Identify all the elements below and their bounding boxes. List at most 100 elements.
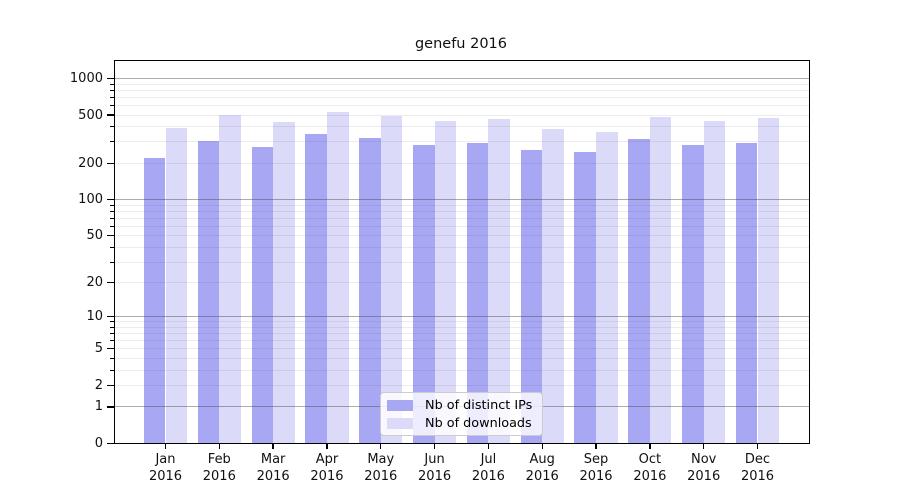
y-minor-tick-mark <box>110 114 114 116</box>
x-tick-label: May 2016 <box>364 452 398 484</box>
y-minor-tick-mark <box>110 141 114 143</box>
x-tick-mark <box>218 443 220 449</box>
y-minor-tick-mark <box>110 348 114 350</box>
bar-distinct-ips <box>574 152 597 444</box>
y-minor-tick-mark <box>110 384 114 386</box>
x-tick-label: Oct 2016 <box>633 452 667 484</box>
y-tick-label: 500 <box>78 107 103 123</box>
legend-swatch-downloads-icon <box>387 417 413 429</box>
bar-distinct-ips <box>412 145 435 444</box>
bar-downloads <box>273 121 295 444</box>
x-tick-mark <box>541 443 543 449</box>
y-gridline-minor <box>113 261 810 263</box>
y-tick-mark <box>107 199 114 201</box>
bar-downloads <box>488 119 510 444</box>
y-gridline-major <box>113 77 810 80</box>
y-minor-tick-mark <box>110 235 114 237</box>
y-gridline-minor <box>113 282 810 284</box>
y-minor-tick-mark <box>110 89 114 91</box>
bar-downloads <box>326 112 349 444</box>
bar-downloads <box>219 115 241 444</box>
x-tick-mark <box>433 443 436 449</box>
bar-distinct-ips <box>682 145 704 444</box>
x-tick-label: Aug 2016 <box>525 452 559 484</box>
x-tick-label: Jun 2016 <box>418 452 452 484</box>
x-tick-label: Feb 2016 <box>202 452 236 484</box>
y-gridline-minor <box>113 89 810 91</box>
y-minor-tick-mark <box>110 162 114 164</box>
y-minor-tick-mark <box>110 126 114 128</box>
legend-label-downloads: Nb of downloads <box>425 415 532 431</box>
y-gridline-minor <box>113 321 810 323</box>
y-minor-tick-mark <box>110 261 114 263</box>
y-tick-label: 5 <box>94 341 103 357</box>
y-gridline-minor <box>113 326 810 328</box>
y-gridline-major <box>113 199 810 201</box>
y-minor-tick-mark <box>110 369 114 371</box>
y-minor-tick-mark <box>110 340 114 342</box>
y-gridline-minor <box>113 357 810 359</box>
bar-downloads <box>165 128 188 444</box>
legend: Nb of distinct IPs Nb of downloads <box>380 392 543 436</box>
x-tick-label: Dec 2016 <box>740 452 775 484</box>
bar-distinct-ips <box>197 141 220 444</box>
bar-downloads <box>542 128 564 444</box>
y-gridline-minor <box>113 141 810 143</box>
y-minor-tick-mark <box>110 104 114 106</box>
y-gridline-minor <box>113 210 810 212</box>
x-tick-mark <box>595 443 597 449</box>
chart-title: genefu 2016 <box>414 36 508 52</box>
bar-downloads <box>380 115 403 444</box>
y-minor-tick-mark <box>110 96 114 98</box>
bar-distinct-ips <box>305 134 327 444</box>
y-tick-mark <box>107 316 114 318</box>
y-minor-tick-mark <box>110 210 114 212</box>
y-gridline-minor <box>113 246 810 248</box>
y-gridline-minor <box>113 162 810 164</box>
bar-distinct-ips <box>359 138 381 444</box>
y-minor-tick-mark <box>110 83 114 85</box>
y-tick-label: 1 <box>94 399 103 415</box>
x-tick-mark <box>380 443 382 449</box>
y-gridline-minor <box>113 96 810 98</box>
y-gridline-minor <box>113 104 810 106</box>
x-tick-mark <box>326 443 328 449</box>
x-tick-label: Mar 2016 <box>256 452 290 484</box>
x-tick-mark <box>487 443 490 449</box>
y-minor-tick-mark <box>110 357 114 359</box>
y-tick-label: 100 <box>78 192 103 208</box>
y-gridline-minor <box>113 235 810 237</box>
x-tick-label: Sep 2016 <box>579 452 613 484</box>
y-tick-mark <box>107 77 114 80</box>
y-tick-label: 20 <box>86 275 103 291</box>
x-tick-mark <box>164 443 167 449</box>
y-gridline-minor <box>113 340 810 342</box>
bar-downloads <box>703 120 726 444</box>
y-gridline-minor <box>113 333 810 335</box>
y-minor-tick-mark <box>110 225 114 227</box>
legend-swatch-distinct-ips-icon <box>387 399 413 411</box>
y-gridline-minor <box>113 83 810 85</box>
y-gridline-minor <box>113 369 810 371</box>
bar-downloads <box>757 118 780 444</box>
y-gridline-minor <box>113 348 810 350</box>
legend-item-distinct-ips: Nb of distinct IPs <box>387 398 536 413</box>
x-tick-label: Apr 2016 <box>310 452 344 484</box>
bar-distinct-ips <box>143 158 166 444</box>
y-tick-label: 0 <box>94 436 103 451</box>
y-minor-tick-mark <box>110 217 114 219</box>
y-tick-label: 10 <box>86 309 103 325</box>
y-gridline-minor <box>113 384 810 386</box>
bar-distinct-ips <box>520 149 543 444</box>
y-minor-tick-mark <box>110 321 114 323</box>
x-tick-mark <box>756 443 759 449</box>
x-tick-label: Jul 2016 <box>471 452 505 484</box>
y-tick-label: 50 <box>86 228 103 244</box>
y-tick-label: 2 <box>94 377 103 393</box>
y-minor-tick-mark <box>110 246 114 248</box>
y-gridline-minor <box>113 204 810 206</box>
y-gridline-minor <box>113 126 810 128</box>
bar-downloads <box>649 116 672 444</box>
plot-border <box>113 60 810 444</box>
